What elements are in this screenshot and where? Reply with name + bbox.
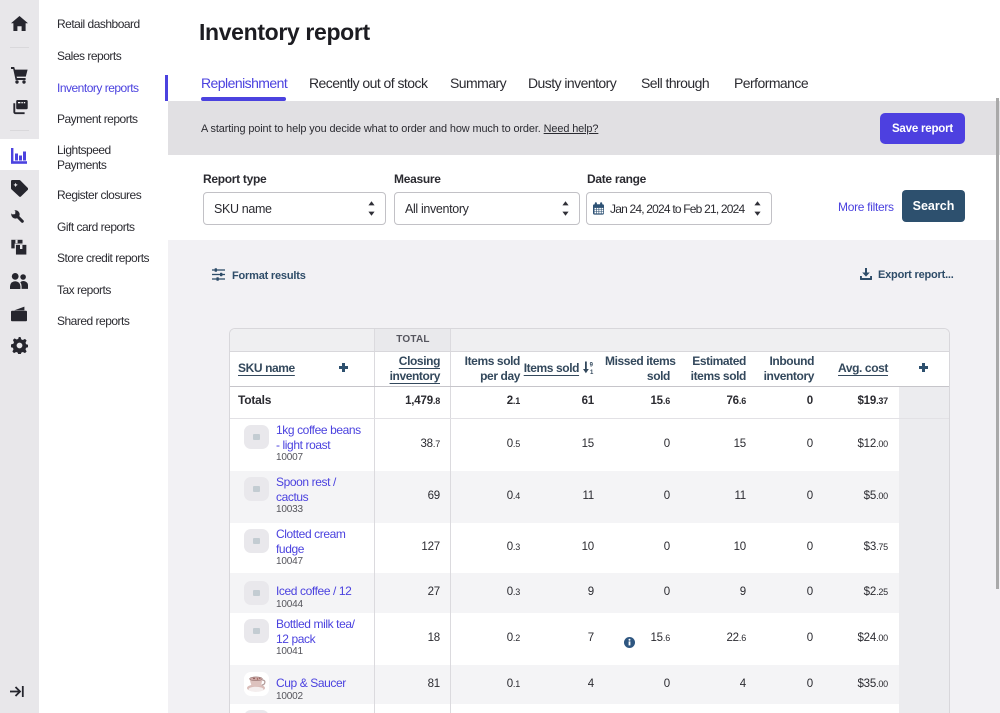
svg-text:1: 1: [590, 370, 594, 374]
svg-text:9: 9: [590, 362, 594, 368]
